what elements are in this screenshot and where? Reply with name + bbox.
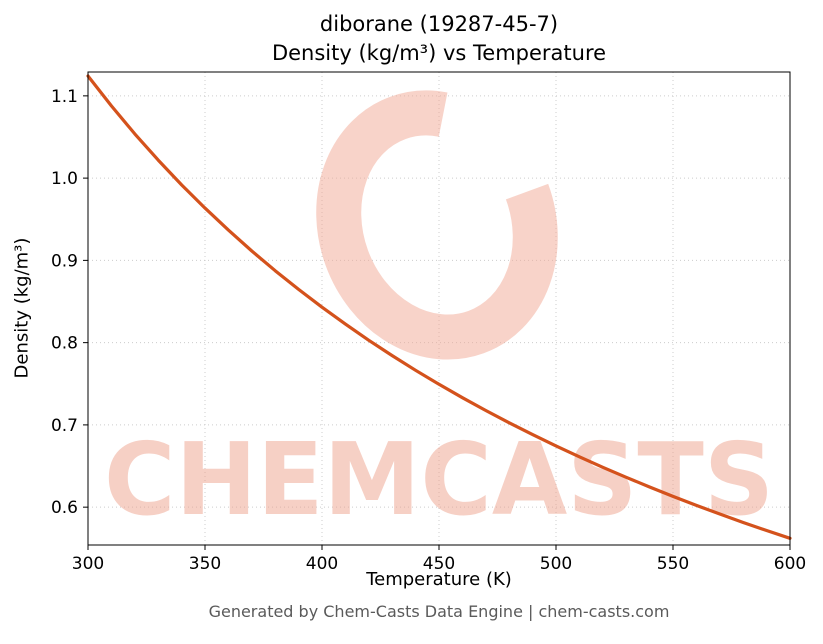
footer-text: Generated by Chem-Casts Data Engine | ch… [208, 602, 670, 621]
x-tick-label: 400 [306, 554, 338, 574]
x-tick-label: 350 [189, 554, 221, 574]
x-tick-label: 300 [72, 554, 104, 574]
series-line [86, 74, 792, 540]
chart-title-line2: Density (kg/m³) vs Temperature [271, 41, 607, 66]
x-tick-label: 600 [774, 554, 806, 574]
y-tick-label: 1.1 [51, 87, 78, 107]
y-tick-label: 1.0 [51, 169, 78, 189]
x-tick-label: 550 [657, 554, 689, 574]
y-tick-label: 0.7 [51, 416, 78, 436]
x-tick-label: 500 [540, 554, 572, 574]
watermark-logo-ring [316, 90, 558, 360]
chart-title-line1: diborane (19287-45-7) [319, 12, 559, 36]
density-curve [86, 74, 792, 540]
y-axis-label: Density (kg/m³) [11, 237, 33, 379]
watermark-text: CHEMCASTS [104, 421, 774, 538]
x-tick-label: 450 [423, 554, 455, 574]
y-tick-label: 0.9 [51, 251, 78, 271]
plot-border [87, 71, 791, 546]
x-axis-label: Temperature (K) [366, 569, 512, 590]
chart-title: diborane (19287-45-7) Density (kg/m³) vs… [88, 10, 790, 69]
axes: 300 350 400 450 500 550 600 0.6 0.7 0.8 0.9 1.0 1.1 [51, 71, 806, 574]
y-tick-label: 0.8 [51, 334, 78, 354]
y-tick-label: 0.6 [51, 498, 78, 518]
watermark: CHEMCASTS [104, 90, 774, 538]
